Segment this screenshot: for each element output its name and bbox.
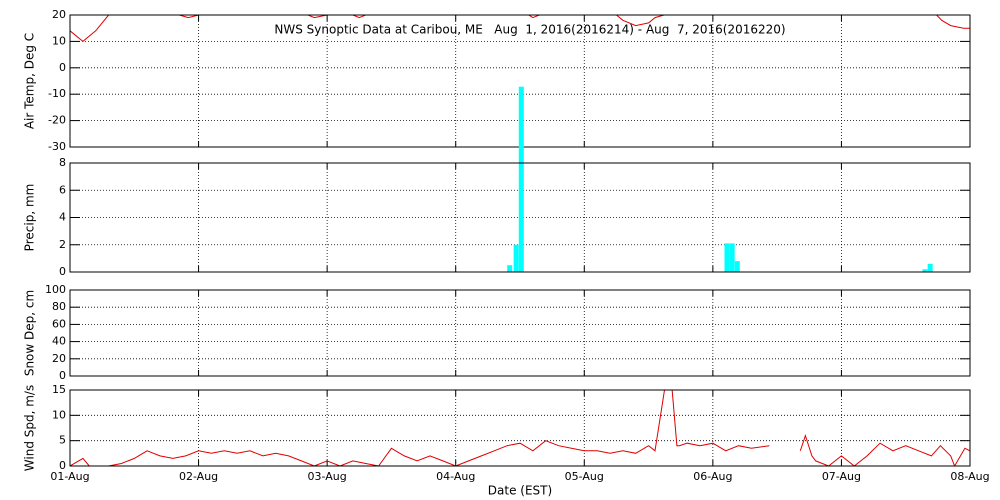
x-tick-label: 05-Aug bbox=[565, 470, 604, 483]
y-tick-label: -20 bbox=[48, 114, 66, 127]
bar bbox=[513, 244, 519, 272]
y-tick-label: 10 bbox=[52, 408, 66, 421]
y-tick-label: 10 bbox=[52, 34, 66, 47]
y-tick-label: 4 bbox=[59, 211, 66, 224]
bar bbox=[729, 243, 735, 272]
bar bbox=[507, 265, 513, 272]
y-tick-label: 8 bbox=[59, 156, 66, 169]
y-tick-label: 60 bbox=[52, 317, 66, 330]
bar bbox=[724, 243, 730, 272]
y-tick-label: 20 bbox=[52, 352, 66, 365]
y-axis-label: Snow Dep, cm bbox=[23, 290, 37, 376]
y-tick-label: 15 bbox=[52, 383, 66, 396]
y-tick-label: 20 bbox=[52, 8, 66, 21]
y-tick-label: 40 bbox=[52, 335, 66, 348]
x-tick-label: 06-Aug bbox=[693, 470, 732, 483]
x-tick-label: 08-Aug bbox=[950, 470, 989, 483]
x-tick-label: 02-Aug bbox=[179, 470, 218, 483]
bar bbox=[922, 269, 928, 272]
y-tick-label: 0 bbox=[59, 265, 66, 278]
y-tick-label: -10 bbox=[48, 87, 66, 100]
y-tick-label: 100 bbox=[45, 283, 66, 296]
chart-title: NWS Synoptic Data at Caribou, ME Aug 1, … bbox=[274, 23, 785, 37]
x-tick-label: 07-Aug bbox=[822, 470, 861, 483]
y-tick-label: 0 bbox=[59, 369, 66, 382]
y-axis-label: Precip, mm bbox=[23, 184, 37, 252]
bar bbox=[927, 263, 933, 272]
data-line bbox=[70, 15, 970, 43]
y-tick-label: 0 bbox=[59, 61, 66, 74]
y-tick-label: 80 bbox=[52, 300, 66, 313]
y-tick-label: -30 bbox=[48, 140, 66, 153]
y-tick-label: 2 bbox=[59, 238, 66, 251]
x-tick-label: 03-Aug bbox=[308, 470, 347, 483]
x-axis-label: Date (EST) bbox=[488, 484, 552, 498]
plot-frame bbox=[69, 389, 971, 467]
x-tick-label: 01-Aug bbox=[50, 470, 89, 483]
bar bbox=[518, 86, 524, 272]
data-line bbox=[70, 390, 970, 466]
plot-frame bbox=[69, 289, 971, 377]
y-axis-label: Wind Spd, m/s bbox=[23, 385, 37, 471]
bar bbox=[734, 261, 740, 272]
y-tick-label: 0 bbox=[59, 459, 66, 472]
y-axis-label: Air Temp, Deg C bbox=[23, 33, 37, 129]
x-tick-label: 04-Aug bbox=[436, 470, 475, 483]
y-tick-label: 5 bbox=[59, 434, 66, 447]
plot-frame bbox=[69, 162, 971, 273]
y-tick-label: 6 bbox=[59, 183, 66, 196]
